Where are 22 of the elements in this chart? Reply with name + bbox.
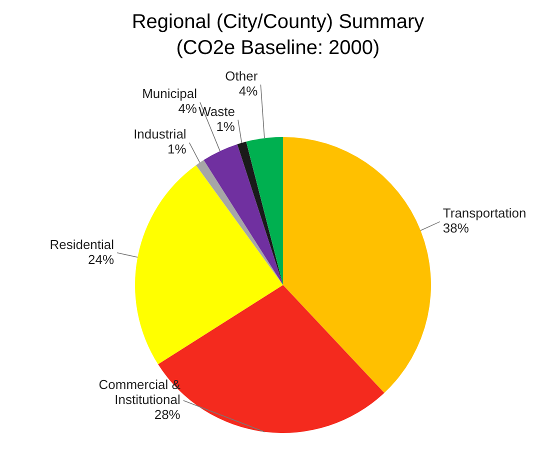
chart-title: Regional (City/County) Summary <box>132 11 424 33</box>
data-label: 1% <box>168 142 187 157</box>
slice-label: Waste <box>198 104 236 119</box>
pie-slice <box>135 165 283 364</box>
chart-subtitle: (CO2e Baseline: 2000) <box>176 37 380 59</box>
data-label: 28% <box>154 406 181 422</box>
slice-label: Industrial <box>134 126 186 142</box>
pie-slice <box>196 160 283 285</box>
slice-label: Commercial & Institutional <box>98 376 181 407</box>
slice-label: Municipal <box>142 86 198 102</box>
pie-slice <box>237 142 283 285</box>
pie-slice <box>246 137 283 285</box>
slice-label: Residential <box>50 236 114 252</box>
pie-slice <box>283 137 431 393</box>
data-label: 4% <box>178 101 198 116</box>
data-label: 24% <box>88 252 114 267</box>
data-label: 4% <box>238 84 258 99</box>
data-label: 38% <box>442 220 470 236</box>
slice-label: Transportation <box>442 206 526 221</box>
data-label: 1% <box>216 118 236 134</box>
pie-slice <box>204 144 283 285</box>
slice-label: Other <box>225 68 258 84</box>
